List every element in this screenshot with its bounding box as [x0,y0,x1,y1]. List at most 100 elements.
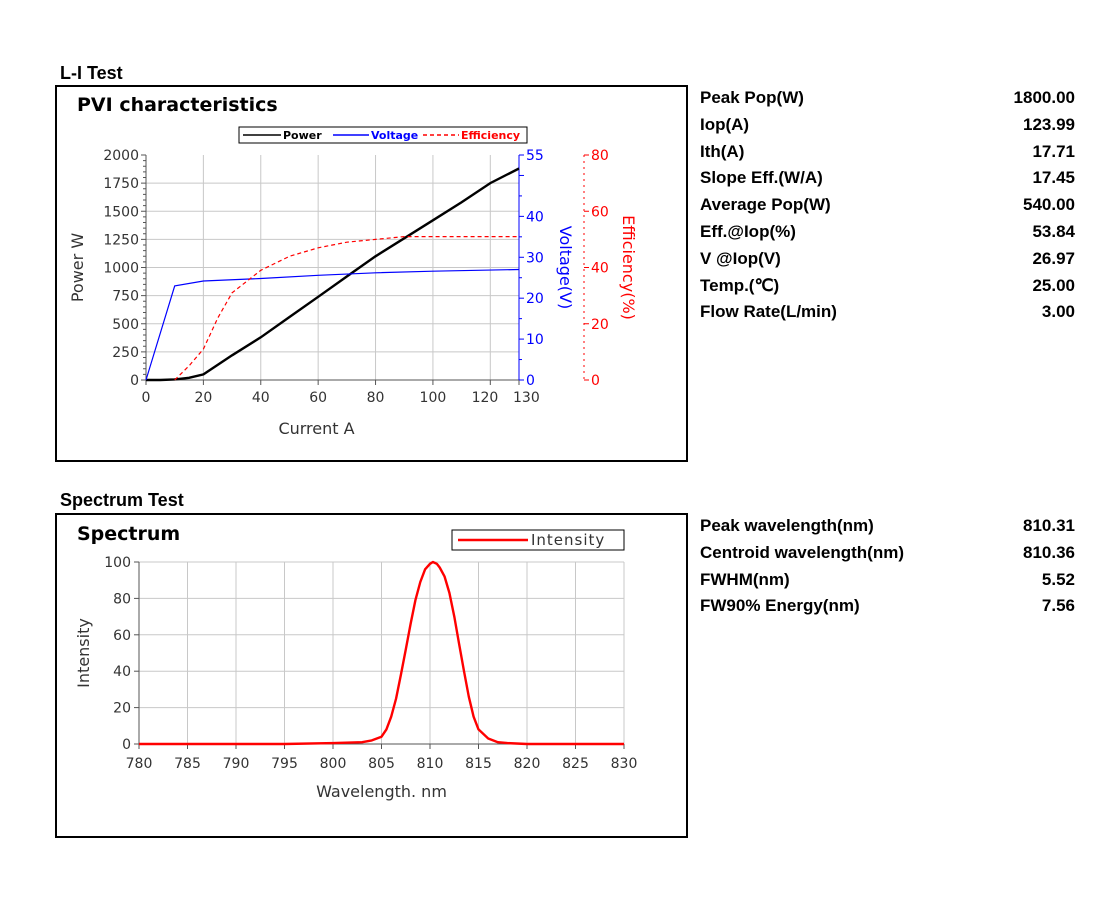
chart-title: Spectrum [77,523,180,545]
x-tick-label: 120 [472,390,499,406]
x-axis-label: Wavelength. nm [316,782,447,801]
param-label: Average Pop(W) [700,195,831,215]
spectrum-test-title: Spectrum Test [60,490,184,510]
param-row: Eff.@Iop(%) 53.84 [700,222,1075,242]
y-tick-label: 1750 [103,176,139,192]
param-label: FWHM(nm) [700,569,790,589]
param-label: Peak Pop(W) [700,88,804,107]
param-value: 810.36 [1023,542,1075,562]
param-label: Ith(A) [700,141,745,161]
param-value: 123.99 [1023,114,1075,134]
param-value: 17.45 [1032,168,1075,188]
param-value: 26.97 [1032,248,1075,268]
spectrum-chart: Spectrum 0 20 40 60 80 100 780 785 790 795 800 805 81… [74,523,638,801]
li-test-title: L-I Test [60,63,123,83]
y-tick-label: 60 [113,628,131,644]
legend-label: Power [283,129,322,142]
pvi-chart-panel: PVI characteristics 0 250 500 750 1000 1250 150… [55,85,688,462]
param-label: Peak wavelength(nm) [700,516,874,535]
param-value: 810.31 [1023,516,1075,535]
y-tick-label: 750 [112,289,139,305]
y-tick-label: 1250 [103,232,139,248]
param-row: FW90% Energy(nm) 7.56 [700,596,1075,616]
y2-axis-label: Voltage(V) [556,226,575,309]
y-tick-label: 1500 [103,204,139,220]
y2-tick-label: 30 [526,250,544,266]
pvi-chart: PVI characteristics025050075010001250150… [68,94,638,438]
x-tick-label: 825 [562,756,589,772]
param-row: Slope Eff.(W/A) 17.45 [700,168,1075,188]
y2-tick-label: 0 [526,373,535,389]
y-tick-label: 2000 [103,148,139,164]
x-tick-label: 20 [194,390,212,406]
legend-box [238,126,528,144]
param-value: 7.56 [1041,596,1075,616]
series-line-intensity [139,560,624,746]
param-label: Eff.@Iop(%) [700,222,796,241]
x-tick-label: 80 [367,390,385,406]
param-label: V @Iop(V) [700,248,781,268]
y-tick-label: 80 [113,591,131,607]
param-label: Slope Eff.(W/A) [700,168,823,188]
param-value: 53.84 [1032,222,1075,241]
param-value: 17.71 [1032,141,1075,161]
x-tick-label: 830 [611,756,638,772]
x-tick-label: 130 [513,390,540,406]
param-label: Iop(A) [700,114,750,134]
y-axis-label: Power W [68,233,87,302]
param-value: 3.00 [1041,302,1075,322]
param-row: Ith(A) 17.71 [700,142,1075,162]
y-tick-label: 100 [104,555,131,571]
param-row: V @Iop(V) 26.97 [700,249,1075,269]
spectrum-chart-panel: Spectrum 0 20 40 60 80 100 780 785 790 795 800 805 81… [55,513,688,838]
x-tick-label: 40 [252,390,270,406]
param-row: FWHM(nm) 5.52 [700,570,1075,590]
param-row: Centroid wavelength(nm) 810.36 [700,543,1075,563]
x-tick-label: 820 [514,756,541,772]
param-row: Flow Rate(L/min) 3.00 [700,302,1075,322]
series-line-power [146,167,520,382]
param-value: 25.00 [1032,275,1075,295]
param-value: 1800.00 [1013,88,1075,107]
y2-tick-label: 20 [526,291,544,307]
param-row: Peak wavelength(nm) 810.31 [700,516,1075,536]
x-tick-label: 100 [420,390,447,406]
x-tick-label: 810 [417,756,444,772]
y3-axis-label: Efficiency(%) [619,215,638,320]
y3-tick-label: 60 [591,204,609,220]
legend-label: Intensity [531,531,605,549]
param-label: Temp.(℃) [700,275,780,295]
y2-tick-label: 55 [526,148,544,164]
x-tick-label: 790 [223,756,250,772]
y-tick-label: 40 [113,664,131,680]
y3-tick-label: 0 [591,373,600,389]
series-line-efficiency [174,236,519,381]
x-tick-label: 800 [320,756,347,772]
x-tick-label: 795 [271,756,298,772]
y3-tick-label: 80 [591,148,609,164]
y-tick-label: 0 [122,737,131,753]
x-axis-label: Current A [278,419,354,438]
param-value: 540.00 [1023,195,1075,215]
x-tick-label: 60 [309,390,327,406]
param-row: Average Pop(W) 540.00 [700,195,1075,215]
y-tick-label: 1000 [103,261,139,277]
x-tick-label: 0 [142,390,151,406]
param-label: Flow Rate(L/min) [700,302,837,322]
y-tick-label: 500 [112,317,139,333]
y-tick-label: 0 [130,373,139,389]
legend-label: Voltage [371,129,418,142]
param-label: FW90% Energy(nm) [700,596,860,616]
y3-tick-label: 20 [591,317,609,333]
legend-box [451,529,625,551]
li-params-list: Peak Pop(W) 1800.00 Iop(A) 123.99 Ith(A) 17.7… [700,88,1075,338]
y-tick-label: 20 [113,701,131,717]
param-label: Centroid wavelength(nm) [700,542,905,562]
param-value: 5.52 [1041,569,1075,589]
x-tick-label: 815 [465,756,492,772]
x-tick-label: 805 [368,756,395,772]
spectrum-params-list: Peak wavelength(nm) 810.31 Centroid wavele… [700,516,1075,636]
y2-tick-label: 10 [526,332,544,348]
param-row: Peak Pop(W) 1800.00 [700,88,1075,108]
x-tick-label: 785 [174,756,201,772]
